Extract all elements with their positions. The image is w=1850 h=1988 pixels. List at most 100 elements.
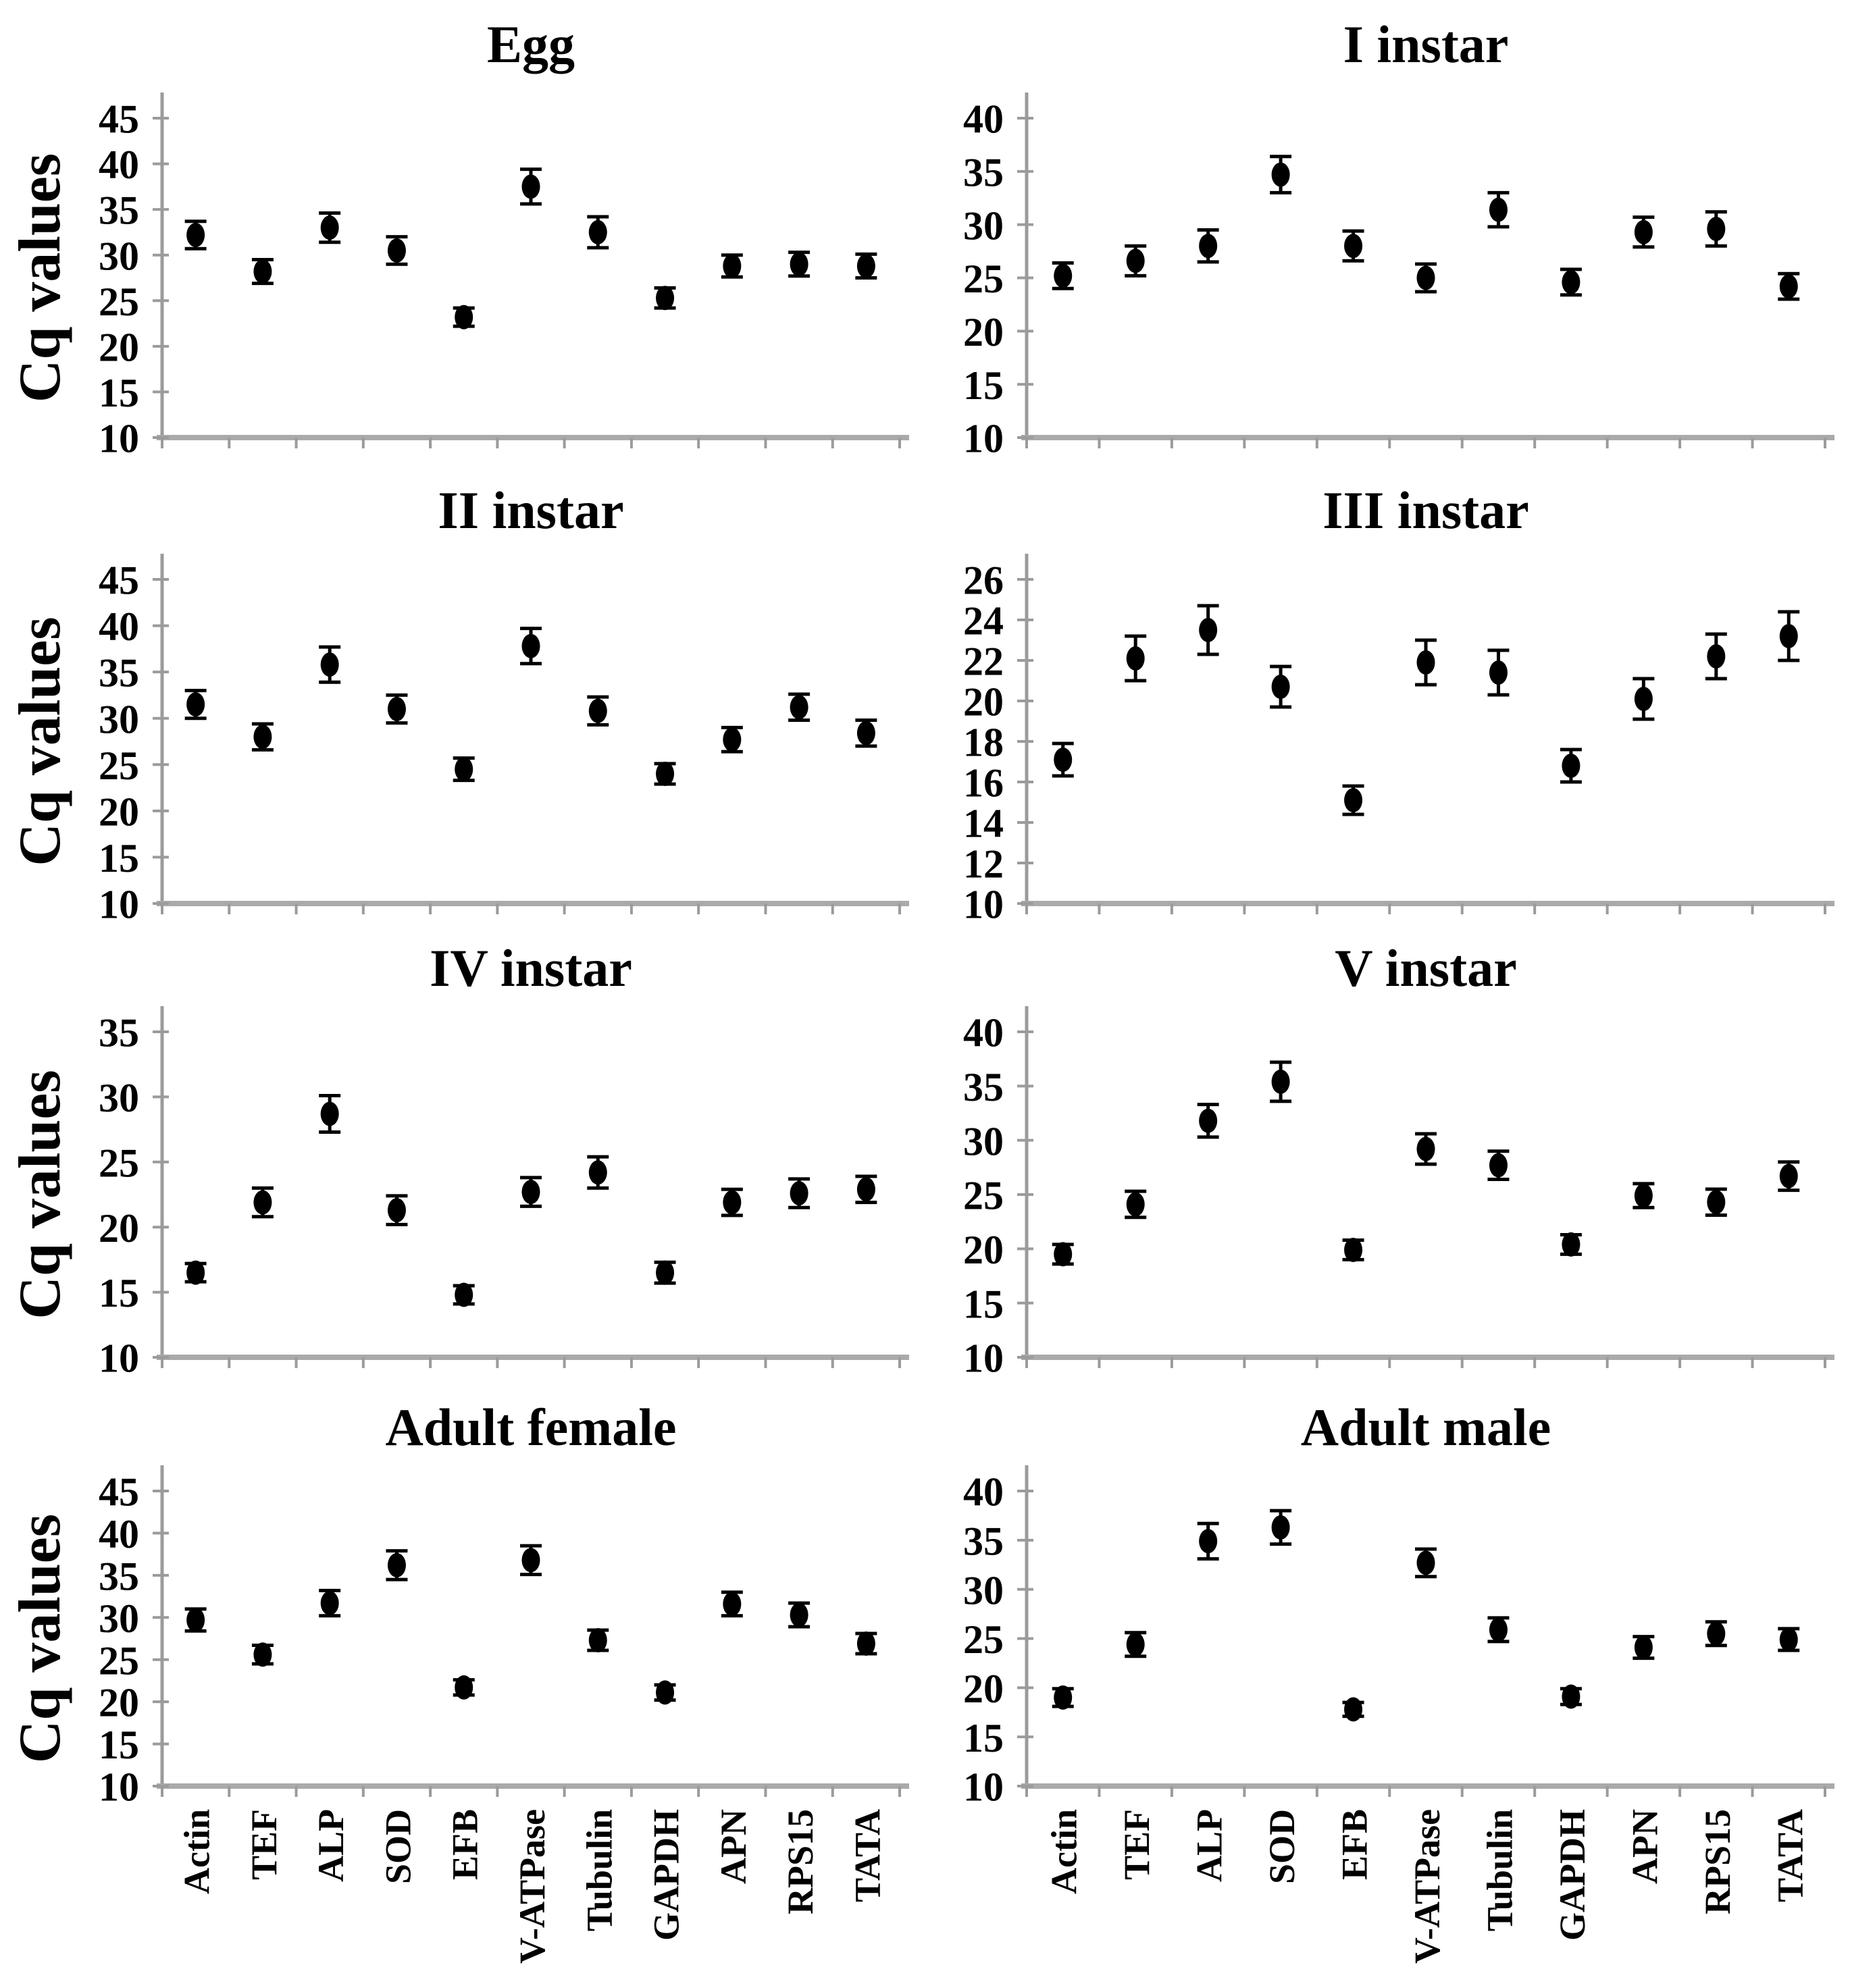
data-point-tubulin [1487,648,1510,697]
marker [320,652,339,677]
data-point-tef [1125,1631,1147,1658]
y-tick-label: 30 [99,1596,139,1641]
marker [455,1282,473,1307]
x-category-label: ALP [1189,1809,1230,1882]
data-point-gapdh [1560,267,1582,297]
data-point-rps15 [788,1601,811,1629]
marker [253,725,272,750]
data-point-efb [453,1282,475,1307]
marker [1634,1183,1653,1208]
y-tick-label: 10 [99,1336,139,1381]
y-tick-label: 25 [963,1174,1004,1218]
y-tick-label: 40 [963,1011,1004,1055]
chart-title: III instar [1322,481,1529,540]
data-point-sod [1270,1060,1292,1103]
data-point-sod [386,1549,408,1581]
y-tick-label: 35 [963,1519,1004,1563]
x-category-label: GAPDH [646,1809,687,1941]
data-point-v-atpase [1415,1132,1437,1166]
data-point-v-atpase [1415,262,1437,294]
data-point-actin [184,219,207,251]
panel-ii-instar: II instar Cq values 10 15 20 25 30 35 40 45 [0,473,925,932]
y-tick-label: 10 [99,1765,139,1810]
y-tick-label: 45 [99,97,139,142]
marker [320,1591,339,1616]
marker [1054,1685,1073,1710]
marker [1126,646,1145,671]
marker [1416,650,1435,675]
x-category-label: APN [1624,1809,1665,1884]
data-point-rps15 [788,1177,811,1209]
y-tick-label: 15 [963,1282,1004,1326]
data-point-rps15 [788,251,811,278]
y-tick-label: 40 [963,1470,1004,1515]
y-tick-label: 15 [99,1723,139,1767]
data-point-actin [184,1607,207,1633]
data-point-efb [453,756,475,783]
marker [1344,1237,1363,1262]
y-tick-label: 15 [99,836,139,881]
data-point-alp [319,645,341,684]
marker [1562,754,1581,778]
y-tick-label: 15 [99,371,139,415]
y-tick-label: 35 [963,150,1004,194]
marker [1489,1153,1508,1178]
y-tick-label: 10 [99,883,139,927]
marker [387,1198,406,1223]
marker [1779,624,1798,648]
marker [1634,1635,1653,1660]
x-category-label: EFB [1335,1809,1375,1880]
data-point-alp [319,1093,341,1134]
data-point-tubulin [587,1627,609,1652]
data-point-tubulin [1487,190,1510,229]
data-point-tata [1778,1627,1800,1652]
panel-v-instar: V instar 10 15 20 25 30 35 40 [925,932,1850,1391]
data-point-tubulin [587,695,609,727]
marker [1344,234,1363,259]
marker [186,1260,205,1285]
data-point-apn [1633,1635,1655,1660]
y-tick-label: 25 [963,257,1004,301]
data-point-apn [721,1590,743,1618]
marker [656,286,675,311]
marker [1779,1163,1798,1188]
marker [1416,1136,1435,1161]
data-point-gapdh [1560,748,1582,784]
y-tick-label: 20 [99,1681,139,1725]
x-category-label: SOD [378,1809,418,1884]
marker [1562,1232,1581,1257]
marker [1199,1529,1218,1554]
marker [656,1260,675,1285]
x-category-label: RPS15 [780,1809,821,1914]
y-axis-title: Cq values [7,617,73,866]
x-category-label: Tubulin [1479,1809,1520,1931]
x-category-label: TEF [244,1809,284,1880]
y-tick-label: 20 [963,1667,1004,1711]
y-tick-label: 30 [963,1568,1004,1613]
marker [521,633,540,658]
marker [1489,660,1508,685]
data-point-alp [319,211,341,244]
x-category-label: TEF [1116,1809,1157,1880]
data-point-tata [1778,610,1800,662]
marker [521,1180,540,1205]
marker [387,1552,406,1577]
marker [253,1190,272,1215]
x-category-label: V-ATPase [1407,1809,1447,1964]
y-tick-label: 30 [99,697,139,741]
marker [1126,1192,1145,1217]
data-point-alp [1197,604,1219,656]
data-point-tata [855,1631,877,1656]
x-category-label: Actin [177,1809,217,1894]
chart-title: V instar [1335,939,1516,997]
marker [1344,788,1363,812]
data-point-sod [386,693,408,725]
marker [723,1592,742,1617]
y-tick-label: 35 [963,1065,1004,1109]
marker [186,692,205,717]
data-point-actin [1052,1685,1074,1710]
data-point-apn [1633,677,1655,721]
x-category-label: GAPDH [1552,1809,1593,1941]
data-point-alp [1197,1103,1219,1139]
